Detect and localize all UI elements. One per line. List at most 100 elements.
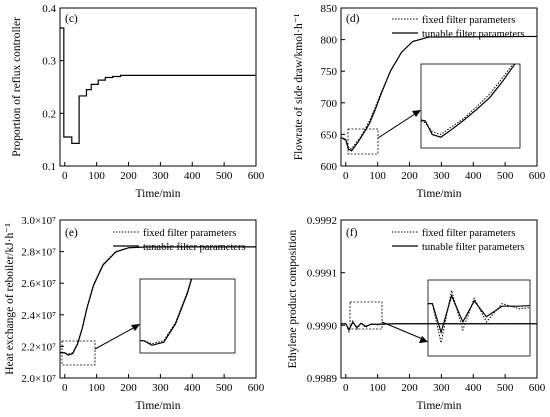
panel-c-frame (59, 7, 257, 167)
panel-d-frame (340, 7, 538, 167)
panel-d-legend: fixed filter parameters tunable filter p… (392, 15, 525, 40)
zoom-arrow-e-head (131, 324, 140, 331)
y-tick-label: 750 (321, 66, 338, 78)
y-tick-label: 0.9992 (307, 215, 337, 227)
panel-e-legend: fixed filter parameters tunable filter p… (113, 228, 246, 253)
panel-d-inset (420, 63, 521, 149)
series-line-main (60, 27, 256, 144)
y-tick-label: 0.2 (42, 108, 56, 120)
series-line-tunable (341, 321, 537, 331)
zoom-arrow-f-head (419, 336, 428, 343)
panel-e-inset (139, 278, 236, 354)
panel-f-inset-frame (427, 279, 531, 357)
panel-c-xlabel: Time/min (136, 188, 181, 200)
y-tick-label: 0.1 (42, 161, 56, 173)
panel-f-zoom-box (349, 301, 383, 330)
inset-series-line-tunable (428, 293, 530, 335)
panel-e-label: (e) (65, 227, 78, 239)
x-tick-label: 200 (120, 382, 137, 394)
inset-series-line-fixed (428, 290, 530, 344)
y-tick-label: 700 (321, 98, 338, 110)
x-tick-label: 500 (216, 170, 233, 182)
x-tick-label: 300 (152, 382, 169, 394)
series-line-tunable (60, 246, 256, 356)
panel-e-frame (59, 219, 257, 379)
panel-f-label: (f) (346, 227, 358, 239)
y-tick-label: 600 (321, 161, 338, 173)
panel-d-label: (d) (346, 13, 360, 25)
panel-d: (d) Time/min Flowrate of side draw/kmol·… (293, 3, 546, 200)
x-tick-label: 400 (184, 170, 201, 182)
x-tick-label: 0 (62, 170, 68, 182)
x-tick-label: 300 (152, 170, 169, 182)
x-tick-label: 600 (248, 382, 265, 394)
x-tick-label: 600 (529, 170, 546, 182)
panel-f-frame (340, 219, 538, 379)
panel-f-ylabel: Ethylene product composition (287, 229, 299, 368)
panel-d-zoom-box (347, 128, 379, 155)
x-tick-label: 200 (120, 170, 137, 182)
series-line-tunable (341, 35, 537, 152)
legend-d-fixed-label: fixed filter parameters (422, 15, 515, 26)
x-tick-label: 400 (184, 382, 201, 394)
x-tick-label: 600 (248, 170, 265, 182)
x-tick-label: 400 (465, 382, 482, 394)
x-tick-label: 600 (529, 382, 546, 394)
panel-e: (e) Time/min Heat exchange of reboiler/k… (4, 215, 265, 412)
y-tick-label: 0.3 (42, 56, 56, 68)
zoom-arrow-d (377, 111, 419, 139)
zoom-arrow-d-head (412, 110, 421, 117)
x-tick-label: 500 (216, 382, 233, 394)
y-tick-label: 850 (321, 3, 338, 15)
panel-f: (f) Time/min Ethylene product compositio… (287, 215, 546, 412)
panel-f-zoom-arrow (381, 321, 428, 343)
x-tick-label: 0 (343, 382, 349, 394)
legend-f-tunable-label: tunable filter parameters (422, 242, 525, 253)
panel-d-zoom-arrow (377, 110, 421, 139)
x-tick-label: 300 (433, 170, 450, 182)
legend-e-fixed-label: fixed filter parameters (143, 228, 236, 239)
panel-f-xlabel: Time/min (417, 400, 462, 412)
panel-d-xlabel: Time/min (417, 188, 462, 200)
panel-c-label: (c) (65, 13, 78, 25)
inset-series-line-tunable (140, 279, 193, 346)
y-tick-label: 0.9989 (307, 373, 338, 385)
x-tick-label: 200 (401, 170, 418, 182)
y-tick-label: 2.8×10⁷ (21, 247, 56, 259)
zoom-arrow-e (94, 325, 138, 350)
panel-e-zoom-box (61, 340, 96, 366)
panel-d-ylabel: Flowrate of side draw/kmol·h⁻¹ (293, 13, 305, 160)
x-tick-label: 500 (497, 170, 514, 182)
panel-e-ylabel: Heat exchange of reboiler/kJ·h⁻¹ (4, 223, 16, 375)
legend-e-tunable-label: tunable filter parameters (143, 242, 246, 253)
panel-d-inset-frame (420, 63, 521, 149)
x-tick-label: 500 (497, 382, 514, 394)
y-tick-label: 800 (321, 35, 338, 47)
y-tick-label: 2.4×10⁷ (21, 310, 56, 322)
x-tick-label: 100 (369, 170, 386, 182)
x-tick-label: 100 (369, 382, 386, 394)
panel-f-legend: fixed filter parameters tunable filter p… (392, 228, 525, 253)
y-tick-label: 0.9990 (307, 320, 338, 332)
x-tick-label: 100 (88, 170, 105, 182)
y-tick-label: 2.6×10⁷ (21, 278, 56, 290)
x-tick-label: 400 (465, 170, 482, 182)
x-tick-label: 300 (433, 382, 450, 394)
legend-d-tunable-label: tunable filter parameters (422, 29, 525, 40)
x-tick-label: 0 (62, 382, 68, 394)
y-tick-label: 2.0×10⁷ (21, 373, 56, 385)
y-tick-label: 0.9991 (307, 268, 337, 280)
panel-e-zoom-arrow (94, 324, 140, 350)
x-tick-label: 0 (343, 170, 349, 182)
panel-e-xlabel: Time/min (136, 400, 181, 412)
y-tick-label: 2.2×10⁷ (21, 341, 56, 353)
x-tick-label: 100 (88, 382, 105, 394)
y-tick-label: 650 (321, 129, 338, 141)
inset-series-line-tunable (421, 64, 516, 138)
x-tick-label: 200 (401, 382, 418, 394)
panel-f-inset (427, 279, 531, 357)
y-tick-label: 3.0×10⁷ (21, 215, 56, 227)
panel-e-inset-frame (139, 278, 236, 354)
legend-f-fixed-label: fixed filter parameters (422, 228, 515, 239)
